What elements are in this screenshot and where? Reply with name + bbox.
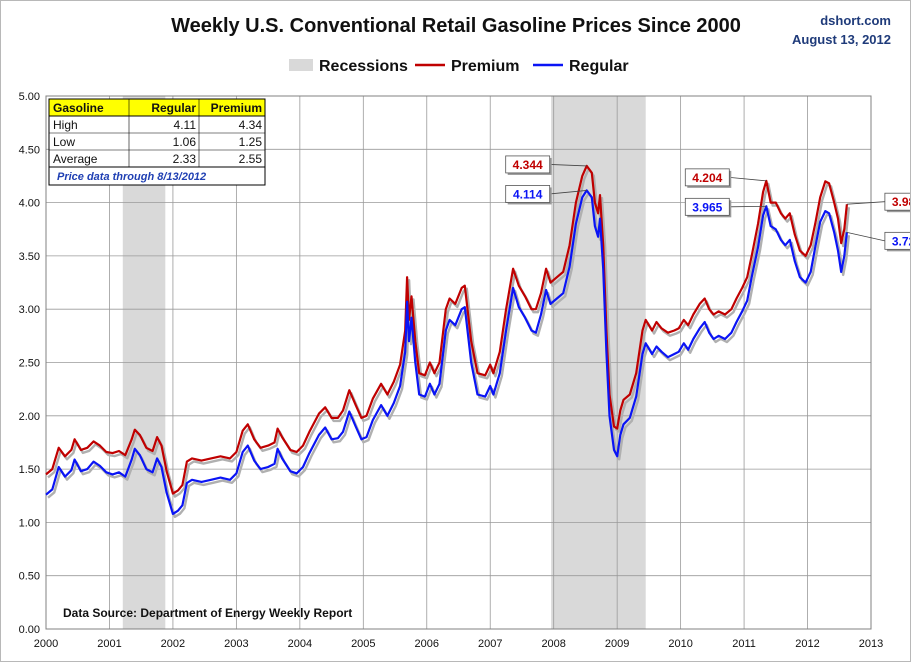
annotation-label: 4.114 (513, 187, 543, 201)
legend-recessions-swatch (289, 59, 313, 71)
x-tick-label: 2005 (351, 638, 375, 650)
summary-table-header-bg (48, 98, 266, 117)
x-tick-label: 2013 (859, 638, 883, 650)
x-tick-label: 2008 (541, 638, 565, 650)
table-row-label: High (53, 118, 78, 132)
series-shadow-premium (47, 167, 851, 498)
source-name: dshort.com (820, 13, 891, 28)
annotation-leader (729, 205, 767, 208)
annotation-box (884, 192, 910, 211)
table-row-label: Low (53, 135, 75, 149)
table-cell: 2.55 (239, 152, 263, 166)
x-axis-ticks: 2000 2001 2002 2003 2004 2005 2006 2007 2008 2009… (34, 638, 883, 650)
value-annotations: 4.344 4.114 4.204 3.965 3.985 3.721 (505, 155, 910, 252)
table-cell: 2.33 (173, 152, 197, 166)
source-date: August 13, 2012 (792, 32, 891, 47)
gridlines (45, 95, 872, 630)
legend-recessions-label: Recessions (319, 58, 408, 75)
series-line-regular (45, 189, 848, 515)
x-tick-label: 2004 (288, 638, 312, 650)
series-lines (45, 164, 851, 519)
y-tick-label: 4.50 (19, 144, 40, 156)
annotation-label: 3.721 (892, 234, 910, 248)
annotation-box (884, 231, 910, 250)
annotation-box (505, 185, 551, 203)
x-tick-label: 2002 (161, 638, 185, 650)
summary-table: Gasoline Regular Premium High 4.11 4.34 … (48, 98, 266, 186)
table-header-gasoline: Gasoline (53, 101, 104, 115)
y-tick-label: 4.00 (19, 198, 40, 210)
x-tick-label: 2012 (795, 638, 819, 650)
annotation-label: 3.965 (692, 200, 722, 214)
x-tick-label: 2006 (415, 638, 439, 650)
data-source-note: Data Source: Department of Energy Weekly… (63, 606, 352, 620)
plot-area (45, 95, 872, 630)
table-note: Price data through 8/13/2012 (57, 171, 206, 183)
x-tick-label: 2011 (732, 638, 756, 650)
table-header-premium: Premium (211, 101, 262, 115)
y-tick-label: 3.00 (19, 304, 40, 316)
annotation-leader (846, 231, 885, 242)
annotation-box (684, 168, 730, 187)
table-cell: 4.11 (174, 118, 197, 132)
annotation-box (505, 155, 551, 174)
y-tick-label: 1.50 (19, 464, 40, 476)
annotation-leader (549, 190, 587, 195)
chart-title: Weekly U.S. Conventional Retail Gasoline… (171, 15, 741, 37)
annotation-leader (846, 201, 885, 205)
y-axis-ticks: 0.00 0.50 1.00 1.50 2.00 2.50 3.00 3.50 4.00 4.50… (19, 91, 40, 636)
annotation-leader (729, 176, 767, 182)
series-shadow-regular (47, 192, 851, 519)
y-tick-label: 1.00 (19, 517, 40, 529)
legend: Recessions Premium Regular (289, 58, 629, 75)
y-tick-label: 2.50 (19, 358, 40, 370)
table-row-label: Average (53, 152, 98, 166)
y-tick-label: 5.00 (19, 91, 40, 103)
annotation-box (684, 197, 730, 216)
annotation-label: 4.204 (692, 171, 722, 185)
y-tick-label: 0.00 (19, 624, 40, 636)
x-tick-label: 2010 (668, 638, 692, 650)
table-cell: 1.06 (173, 135, 197, 149)
x-tick-label: 2007 (478, 638, 502, 650)
y-tick-label: 0.50 (19, 571, 40, 583)
table-header-regular: Regular (151, 101, 196, 115)
legend-premium-label: Premium (451, 58, 519, 75)
table-cell: 4.34 (239, 118, 263, 132)
annotation-label: 4.344 (513, 158, 543, 172)
table-cell: 1.25 (239, 135, 263, 149)
x-tick-label: 2003 (224, 638, 248, 650)
y-tick-label: 3.50 (19, 251, 40, 263)
annotation-leader (549, 164, 587, 167)
x-tick-label: 2000 (34, 638, 58, 650)
series-line-premium (45, 164, 848, 495)
legend-regular-label: Regular (569, 58, 629, 75)
y-tick-label: 2.00 (19, 411, 40, 423)
x-tick-label: 2009 (605, 638, 629, 650)
x-tick-label: 2001 (97, 638, 121, 650)
annotation-label: 3.985 (892, 195, 910, 209)
